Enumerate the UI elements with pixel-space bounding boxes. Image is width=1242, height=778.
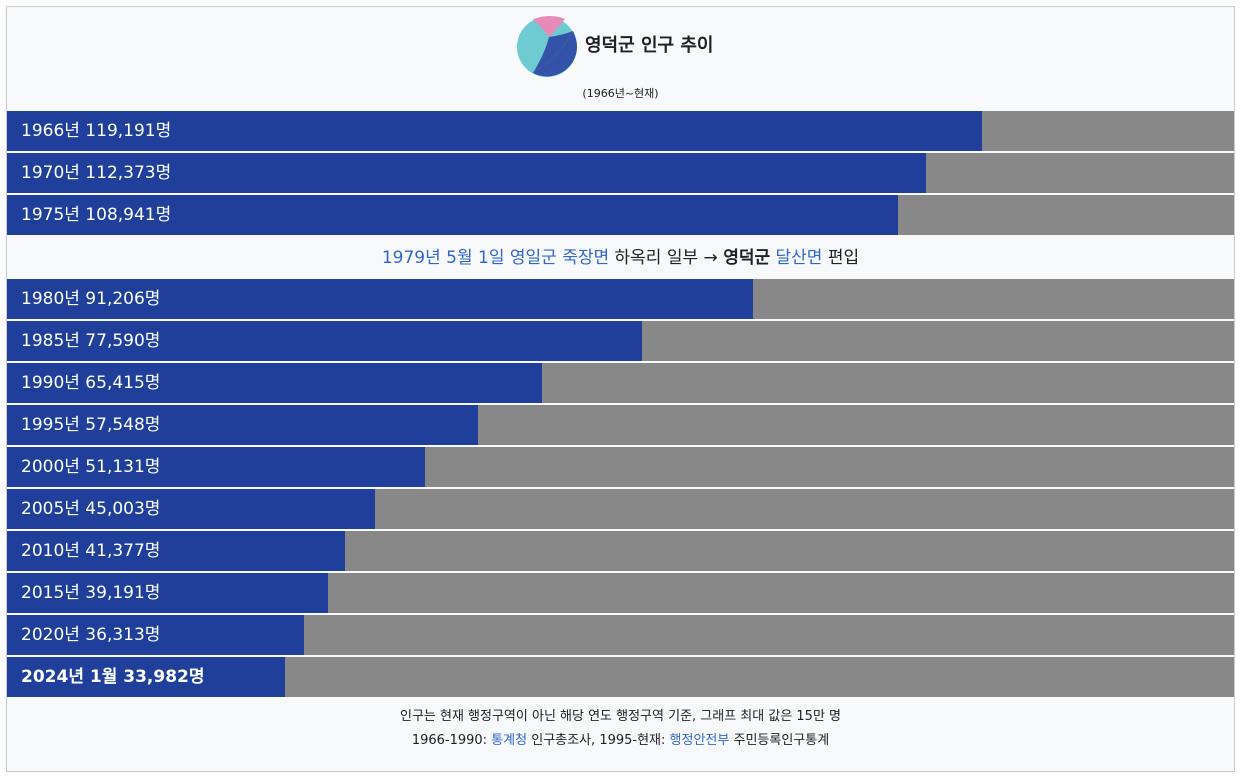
bar-row: 2015년 39,191명	[7, 573, 1234, 613]
target-town-link[interactable]: 달산면	[775, 248, 823, 268]
population-bar	[7, 447, 425, 487]
bar-row: 1985년 77,590명	[7, 321, 1234, 361]
bar-row: 2000년 51,131명	[7, 447, 1234, 487]
target-county: 영덕군	[723, 248, 771, 268]
bar-label: 2015년 39,191명	[21, 583, 161, 603]
footer-source: 1966-1990: 통계청 인구총조사, 1995-현재: 행정안전부 주민등…	[7, 729, 1234, 753]
population-bar	[7, 531, 345, 571]
yeongdeok-logo-icon	[517, 16, 577, 77]
source-prefix: 1966-1990:	[411, 733, 488, 748]
bar-row: 1990년 65,415명	[7, 363, 1234, 403]
bar-row: 2010년 41,377명	[7, 531, 1234, 571]
population-bar	[7, 195, 898, 235]
bar-label: 2024년 1월 33,982명	[21, 667, 205, 687]
bar-row: 1966년 119,191명	[7, 111, 1234, 151]
village-text: 하옥리 일부 →	[614, 248, 718, 268]
population-bar	[7, 615, 304, 655]
footer-note: 인구는 현재 행정구역이 아닌 해당 연도 행정구역 기준, 그래프 최대 값은…	[399, 709, 842, 724]
source-suffix: 주민등록인구통계	[733, 733, 830, 748]
county-link[interactable]: 영일군	[509, 248, 557, 268]
bar-row: 2024년 1월 33,982명	[7, 657, 1234, 697]
bar-label: 1985년 77,590명	[21, 331, 161, 351]
bar-label: 2005년 45,003명	[21, 499, 161, 519]
bar-label: 1966년 119,191명	[21, 121, 172, 141]
bar-label: 1975년 108,941명	[21, 205, 172, 225]
boundary-change-note: 1979년 5월 1일 영일군 죽장면 하옥리 일부 → 영덕군 달산면 편입	[7, 237, 1234, 279]
bar-label: 2010년 41,377명	[21, 541, 161, 561]
bar-label: 1980년 91,206명	[21, 289, 161, 309]
date-link[interactable]: 1979년 5월 1일	[381, 248, 505, 268]
bar-row: 2020년 36,313명	[7, 615, 1234, 655]
bar-row: 1975년 108,941명	[7, 195, 1234, 235]
bar-label: 1995년 57,548명	[21, 415, 161, 435]
bar-row: 1980년 91,206명	[7, 279, 1234, 319]
ministry-link[interactable]: 행정안전부	[669, 733, 730, 748]
bar-label: 1990년 65,415명	[21, 373, 161, 393]
chart-subtitle: (1966년~현재)	[582, 87, 659, 100]
bar-label: 2000년 51,131명	[21, 457, 161, 477]
bar-row: 1970년 112,373명	[7, 153, 1234, 193]
population-bar	[7, 153, 926, 193]
population-bar	[7, 573, 328, 613]
source-mid: 인구총조사, 1995-현재:	[531, 733, 666, 748]
population-bar	[7, 279, 753, 319]
population-bar	[7, 321, 642, 361]
population-bar	[7, 405, 478, 445]
population-chart-frame: 영덕군 인구 추이 (1966년~현재) 1966년 119,191명 1970년…	[6, 6, 1235, 772]
chart-footer: 인구는 현재 행정구역이 아닌 해당 연도 행정구역 기준, 그래프 최대 값은…	[7, 705, 1234, 753]
population-bar	[7, 111, 982, 151]
bar-label: 1970년 112,373명	[21, 163, 172, 183]
population-bar	[7, 363, 542, 403]
bar-label: 2020년 36,313명	[21, 625, 161, 645]
chart-title: 영덕군 인구 추이	[585, 35, 714, 56]
town-link[interactable]: 죽장면	[562, 248, 610, 268]
population-bar	[7, 657, 285, 697]
bar-row: 1995년 57,548명	[7, 405, 1234, 445]
statistics-korea-link[interactable]: 통계청	[491, 733, 528, 748]
chart-header: 영덕군 인구 추이 (1966년~현재)	[7, 7, 1234, 111]
action-text: 편입	[827, 248, 860, 268]
population-bar	[7, 489, 375, 529]
bar-row: 2005년 45,003명	[7, 489, 1234, 529]
